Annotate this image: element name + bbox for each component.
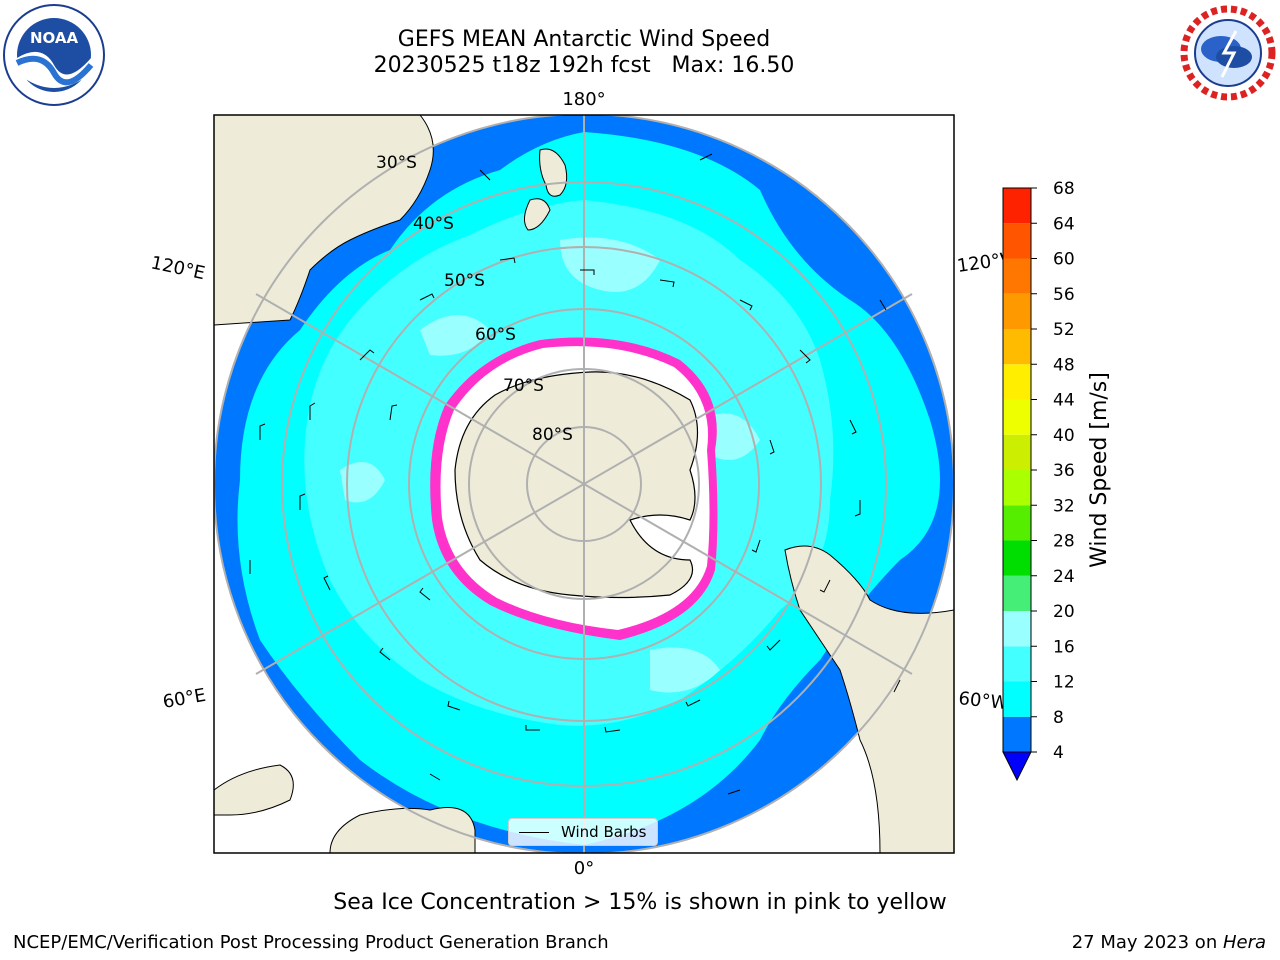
colorbar-segment — [1003, 188, 1031, 224]
legend-line-swatch — [519, 832, 549, 833]
colorbar-segment — [1003, 505, 1031, 541]
colorbar-tick-label: 40 — [1053, 426, 1075, 446]
new-zealand — [524, 148, 568, 231]
map-frame — [213, 114, 955, 854]
south-america — [784, 545, 954, 853]
colorbar-segment — [1003, 716, 1031, 752]
colorbar-tick-label: 12 — [1053, 673, 1075, 693]
wind-barbs — [249, 153, 901, 795]
colorbar-segment — [1003, 646, 1031, 682]
nws-logo — [1179, 4, 1277, 102]
colorbar-segment — [1003, 540, 1031, 576]
colorbar-tick-label: 44 — [1053, 391, 1075, 411]
africa — [329, 807, 476, 853]
colorbar-segment — [1003, 611, 1031, 647]
wind-field-peak — [340, 237, 760, 693]
colorbar-segment — [1003, 293, 1031, 329]
chart-subtitle: 20230525 t18z 192h fcst Max: 16.50 — [373, 53, 795, 78]
credit-branch: NCEP/EMC/Verification Post Processing Pr… — [13, 932, 609, 953]
colorbar-segment — [1003, 364, 1031, 400]
colorbar-tick-label: 60 — [1053, 250, 1075, 270]
noaa-logo: NOAA — [3, 4, 105, 106]
lat-label-60: 60°S — [475, 325, 516, 345]
lon-label-180: 180° — [562, 89, 605, 110]
colorbar-tick-label: 36 — [1053, 461, 1075, 481]
colorbar-segment — [1003, 681, 1031, 717]
colorbar-tick-label: 32 — [1053, 496, 1075, 516]
colorbar-tick-label: 52 — [1053, 320, 1075, 340]
colorbar-tick-label: 28 — [1053, 532, 1075, 552]
colorbar-tick-label: 20 — [1053, 602, 1075, 622]
colorbar-tick-label: 4 — [1053, 743, 1064, 763]
colorbar-segments — [1003, 188, 1031, 752]
credit-date: 27 May 2023 on Hera — [1072, 932, 1266, 953]
colorbar-under-arrow — [1002, 751, 1032, 782]
lon-label-60w: 60°W — [957, 688, 1009, 714]
lat-label-30: 30°S — [376, 153, 417, 173]
lat-label-40: 40°S — [413, 214, 454, 234]
colorbar-tick-label: 48 — [1053, 355, 1075, 375]
colorbar-segment — [1003, 399, 1031, 435]
colorbar-label: Wind Speed [m/s] — [1087, 372, 1112, 568]
colorbar-tick-label: 8 — [1053, 708, 1064, 728]
sea-ice-note: Sea Ice Concentration > 15% is shown in … — [333, 890, 947, 915]
graticule — [214, 115, 954, 853]
svg-text:NOAA: NOAA — [30, 29, 79, 47]
lat-label-70: 70°S — [503, 376, 544, 396]
lon-label-0: 0° — [574, 858, 594, 879]
colorbar-tick-label: 68 — [1053, 179, 1075, 199]
map-legend: Wind Barbs — [508, 818, 658, 846]
colorbar-segment — [1003, 329, 1031, 365]
colorbar-segment — [1003, 575, 1031, 611]
credit-date-text: 27 May 2023 on — [1071, 932, 1223, 953]
colorbar-segment — [1003, 434, 1031, 470]
colorbar-tick-label: 56 — [1053, 285, 1075, 305]
madagascar — [214, 764, 294, 816]
colorbar-tick-label: 16 — [1053, 637, 1075, 657]
colorbar-segment — [1003, 470, 1031, 506]
legend-label: Wind Barbs — [561, 823, 647, 841]
colorbar-segment — [1003, 258, 1031, 294]
chart-title: GEFS MEAN Antarctic Wind Speed — [397, 27, 771, 52]
lat-label-50: 50°S — [444, 271, 485, 291]
credit-host: Hera — [1222, 932, 1266, 953]
colorbar-tick-label: 24 — [1053, 567, 1075, 587]
lat-label-80: 80°S — [532, 425, 573, 445]
colorbar-tick-label: 64 — [1053, 214, 1075, 234]
colorbar-segment — [1003, 223, 1031, 259]
